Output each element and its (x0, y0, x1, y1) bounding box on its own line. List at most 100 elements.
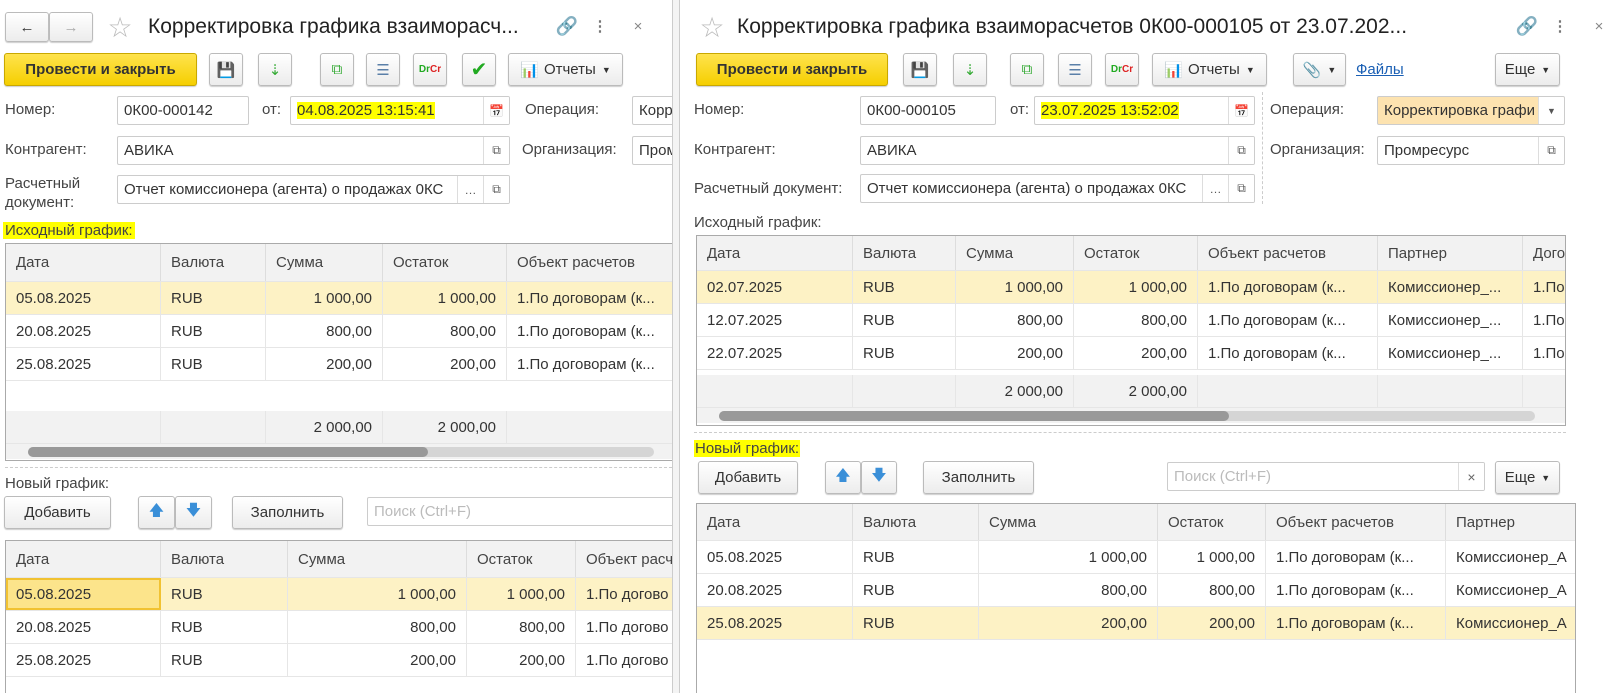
column-header[interactable]: Партнер (1378, 236, 1523, 270)
move-down-button[interactable]: 🡇 (861, 461, 897, 494)
table-row[interactable]: 20.08.2025 RUB 800,00 800,00 1.По договорам … (697, 574, 1575, 607)
number-field[interactable]: 0К00-000105 (860, 96, 996, 125)
star-icon[interactable]: ☆ (699, 11, 725, 43)
star-icon[interactable]: ☆ (107, 11, 133, 43)
column-header[interactable]: Валюта (161, 541, 288, 577)
table-row[interactable]: 02.07.2025 RUB 1 000,00 1 000,00 1.По догово… (697, 271, 1565, 304)
select-ellipsis-icon[interactable]: … (1202, 175, 1228, 202)
organization-field[interactable]: Промресурс ⧉ (1377, 136, 1565, 165)
date-field[interactable]: 23.07.2025 13:52:02 📅 (1034, 96, 1255, 125)
column-header[interactable]: Остаток (467, 541, 576, 577)
column-header[interactable]: Дата (6, 244, 161, 281)
column-header[interactable]: Объект расчетов (1266, 504, 1446, 540)
list-icon[interactable]: ☰ (366, 53, 400, 86)
chevron-down-icon[interactable]: ▼ (1538, 97, 1564, 124)
dr-cr-icon[interactable]: Dr Cr (413, 53, 447, 86)
open-icon[interactable]: ⧉ (483, 137, 509, 164)
column-header[interactable]: Сумма (266, 244, 383, 281)
reports-button[interactable]: 📊 Отчеты ▼ (1152, 53, 1267, 86)
date-field[interactable]: 04.08.2025 13:15:41 📅 (290, 96, 510, 125)
horizontal-scrollbar[interactable] (697, 408, 1565, 423)
open-icon[interactable]: ⧉ (1538, 137, 1564, 164)
post-icon[interactable]: ⇣ (258, 53, 292, 86)
more-button[interactable]: Еще ▼ (1495, 53, 1560, 86)
post-and-close-button[interactable]: Провести и закрыть (696, 53, 888, 86)
table-row[interactable]: 25.08.2025 RUB 200,00 200,00 1.По договорам … (6, 348, 672, 381)
clear-search-icon[interactable]: × (1458, 463, 1484, 490)
panel-splitter[interactable] (672, 0, 680, 693)
move-down-button[interactable]: 🡇 (175, 496, 212, 529)
table-row[interactable]: 22.07.2025 RUB 200,00 200,00 1.По договорам … (697, 337, 1565, 370)
close-icon[interactable]: × (633, 17, 643, 35)
list-icon[interactable]: ☰ (1058, 53, 1092, 86)
column-header[interactable]: Объект расчетов (507, 244, 672, 281)
open-icon[interactable]: ⧉ (1228, 137, 1254, 164)
create-based-on-icon[interactable]: ⧉ (1010, 53, 1044, 86)
operation-select[interactable]: Корректировка графи ▼ (1377, 96, 1565, 125)
table-row[interactable]: 20.08.2025 RUB 800,00 800,00 1.По догово (6, 611, 672, 644)
column-header[interactable]: Объект расчетов (576, 541, 672, 577)
forward-button[interactable]: → (49, 12, 93, 42)
move-up-button[interactable]: 🡅 (138, 496, 175, 529)
column-header[interactable]: Сумма (956, 236, 1074, 270)
settlement-doc-field[interactable]: Отчет комиссионера (агента) о продажах 0… (117, 175, 510, 204)
table-row[interactable]: 05.08.2025 RUB 1 000,00 1 000,00 1.По догово (6, 578, 672, 611)
back-button[interactable]: ← (5, 12, 49, 42)
number-field[interactable]: 0К00-000142 (117, 96, 249, 125)
settlement-doc-field[interactable]: Отчет комиссионера (агента) о продажах 0… (860, 174, 1255, 203)
table-row[interactable]: 25.08.2025 RUB 200,00 200,00 1.По договорам … (697, 607, 1575, 640)
table-row[interactable]: 20.08.2025 RUB 800,00 800,00 1.По договорам … (6, 315, 672, 348)
post-icon[interactable]: ⇣ (953, 53, 987, 86)
calendar-icon[interactable]: 📅 (483, 97, 509, 124)
table-row[interactable]: 05.08.2025 RUB 1 000,00 1 000,00 1.По догово… (6, 282, 672, 315)
table-row[interactable]: 12.07.2025 RUB 800,00 800,00 1.По договорам … (697, 304, 1565, 337)
scrollbar-thumb[interactable] (719, 411, 1229, 421)
column-header[interactable]: Дого (1523, 236, 1565, 270)
search-input[interactable]: Поиск (Ctrl+F) (367, 497, 672, 526)
fill-button[interactable]: Заполнить (232, 496, 343, 529)
column-header[interactable]: Сумма (288, 541, 467, 577)
files-link[interactable]: Файлы (1356, 61, 1404, 78)
counterparty-field[interactable]: АВИКА ⧉ (860, 136, 1255, 165)
dr-cr-icon[interactable]: Dr Cr (1105, 53, 1139, 86)
horizontal-scrollbar[interactable] (6, 444, 672, 459)
reports-button[interactable]: 📊 Отчеты ▼ (508, 53, 623, 86)
more-vertical-icon[interactable]: ⋮ (592, 18, 608, 35)
link-icon[interactable]: 🔗 (1515, 15, 1539, 36)
operation-field[interactable]: Корр (632, 96, 672, 125)
create-based-on-icon[interactable]: ⧉ (320, 53, 354, 86)
table-row[interactable]: 25.08.2025 RUB 200,00 200,00 1.По догово (6, 644, 672, 677)
counterparty-field[interactable]: АВИКА ⧉ (117, 136, 510, 165)
search-input[interactable]: Поиск (Ctrl+F) × (1167, 462, 1485, 491)
open-icon[interactable]: ⧉ (1228, 175, 1254, 202)
column-header[interactable]: Валюта (853, 504, 979, 540)
link-icon[interactable]: 🔗 (555, 15, 579, 36)
attachment-button[interactable]: 📎 ▼ (1293, 53, 1346, 86)
add-button[interactable]: Добавить (698, 461, 798, 494)
column-header[interactable]: Остаток (1074, 236, 1198, 270)
more-button[interactable]: Еще ▼ (1495, 461, 1560, 494)
close-icon[interactable]: × (1594, 17, 1604, 35)
fill-button[interactable]: Заполнить (923, 461, 1034, 494)
organization-field[interactable]: Пром (632, 136, 672, 165)
post-and-close-button[interactable]: Провести и закрыть (4, 53, 197, 86)
add-button[interactable]: Добавить (4, 496, 111, 529)
save-icon[interactable]: 💾 (209, 53, 243, 86)
column-header[interactable]: Дата (6, 541, 161, 577)
column-header[interactable]: Дата (697, 236, 853, 270)
save-icon[interactable]: 💾 (903, 53, 937, 86)
calendar-icon[interactable]: 📅 (1228, 97, 1254, 124)
column-header[interactable]: Партнер (1446, 504, 1575, 540)
table-row[interactable]: 05.08.2025 RUB 1 000,00 1 000,00 1.По догово… (697, 541, 1575, 574)
open-icon[interactable]: ⧉ (483, 176, 509, 203)
column-header[interactable]: Объект расчетов (1198, 236, 1378, 270)
move-up-button[interactable]: 🡅 (825, 461, 861, 494)
scrollbar-thumb[interactable] (28, 447, 428, 457)
column-header[interactable]: Валюта (853, 236, 956, 270)
column-header[interactable]: Остаток (1158, 504, 1266, 540)
column-header[interactable]: Сумма (979, 504, 1158, 540)
column-header[interactable]: Валюта (161, 244, 266, 281)
column-header[interactable]: Дата (697, 504, 853, 540)
check-icon[interactable]: ✔ (462, 53, 496, 86)
select-ellipsis-icon[interactable]: … (457, 176, 483, 203)
